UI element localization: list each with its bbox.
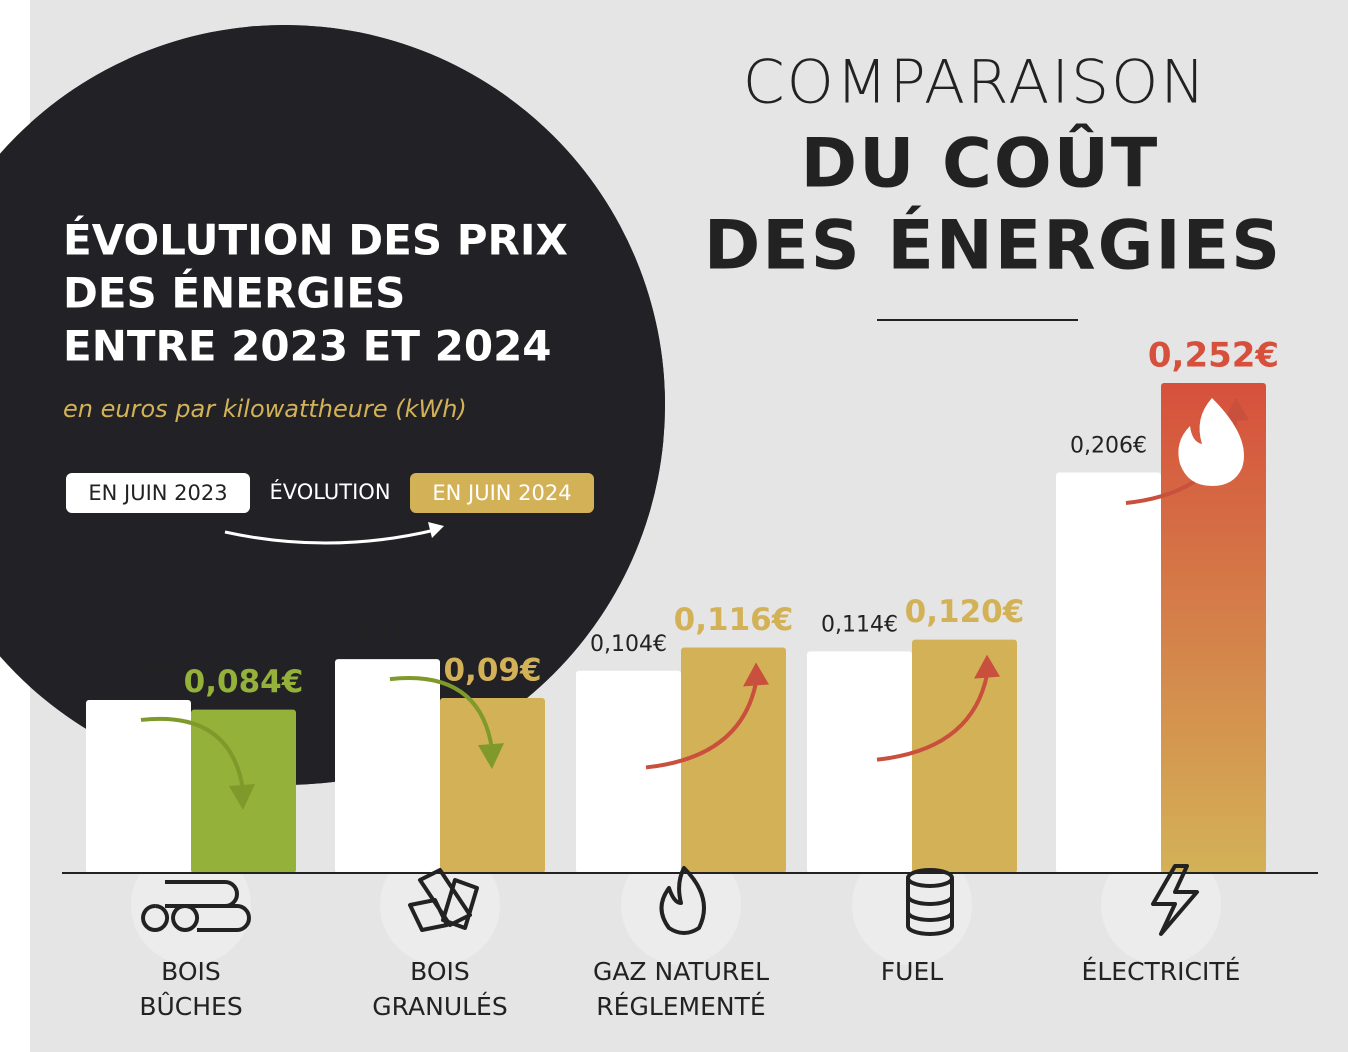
icon-bubble bbox=[852, 845, 972, 965]
value-label: 0,084€ bbox=[184, 664, 304, 700]
legend-label: EN JUIN 2023 bbox=[88, 481, 227, 505]
evolution-arrow-head bbox=[1223, 398, 1249, 422]
value-label: 0,089€ bbox=[100, 661, 177, 686]
flame-icon bbox=[1178, 398, 1244, 486]
value-label: 0,104€ bbox=[590, 632, 667, 657]
bar bbox=[807, 651, 912, 873]
value-label: 0,120€ bbox=[905, 594, 1025, 630]
bar bbox=[1161, 383, 1266, 873]
value-label: 0,114€ bbox=[821, 612, 898, 637]
value-label: 0,116€ bbox=[674, 602, 794, 638]
subtitle: DES ÉNERGIES bbox=[63, 268, 405, 318]
category-label: GRANULÉS bbox=[372, 992, 507, 1021]
category-icon bbox=[1151, 864, 1199, 936]
value-label: 0,09€ bbox=[443, 653, 541, 689]
evolution-arrow-head bbox=[478, 743, 504, 770]
category-label: BOIS bbox=[161, 957, 221, 986]
category-label: BÛCHES bbox=[139, 991, 242, 1021]
bar bbox=[912, 639, 1017, 873]
category-label: BOIS bbox=[410, 957, 470, 986]
chart-area: 0,089€ 0,084€ BOIS BÛCHES 0,11€ 0,09€ BOIS GRAN… bbox=[62, 336, 1318, 1021]
bar bbox=[576, 670, 681, 873]
bar bbox=[335, 659, 440, 873]
category-icon bbox=[408, 868, 479, 932]
subtitle: ENTRE 2023 ET 2024 bbox=[63, 322, 552, 371]
value-label: 0,252€ bbox=[1148, 336, 1279, 376]
dark-circle-edge bbox=[0, 25, 665, 785]
unit-note: en euros par kilowattheure (kWh) bbox=[63, 395, 467, 423]
category-icon bbox=[141, 880, 251, 932]
title: COMPARAISON bbox=[743, 48, 1207, 118]
evolution-arrow-head bbox=[229, 783, 255, 810]
legend-swatch bbox=[410, 473, 594, 513]
title: DES ÉNERGIES bbox=[704, 206, 1282, 286]
bar bbox=[1056, 472, 1161, 873]
category-label: ÉLECTRICITÉ bbox=[1082, 957, 1241, 986]
subtitle: ÉVOLUTION DES PRIX bbox=[63, 215, 568, 265]
bar bbox=[440, 698, 545, 873]
evolution-arrow-head bbox=[974, 654, 1000, 679]
legend-label: EN JUIN 2024 bbox=[432, 481, 571, 505]
title: DU COÛT bbox=[801, 124, 1160, 204]
bar bbox=[681, 647, 786, 873]
legend-arrow-head bbox=[428, 522, 444, 538]
evolution-arrow bbox=[876, 674, 989, 762]
legend-arrow bbox=[224, 528, 436, 545]
legend-swatch bbox=[66, 473, 250, 513]
bar bbox=[86, 699, 191, 873]
evolution-arrow bbox=[140, 716, 245, 791]
category-label: GAZ NATUREL bbox=[593, 957, 769, 986]
category-label: FUEL bbox=[881, 957, 943, 986]
evolution-arrow bbox=[389, 676, 494, 750]
evolution-arrow bbox=[645, 682, 758, 770]
value-label: 0,206€ bbox=[1070, 433, 1147, 458]
evolution-arrow-head bbox=[743, 662, 769, 687]
value-label: 0,11€ bbox=[356, 620, 419, 645]
category-icon bbox=[659, 866, 706, 935]
category-icon bbox=[906, 868, 954, 936]
category-label: RÉGLEMENTÉ bbox=[596, 992, 765, 1021]
evolution-label: ÉVOLUTION bbox=[269, 479, 390, 504]
icon-bubble bbox=[380, 845, 500, 965]
